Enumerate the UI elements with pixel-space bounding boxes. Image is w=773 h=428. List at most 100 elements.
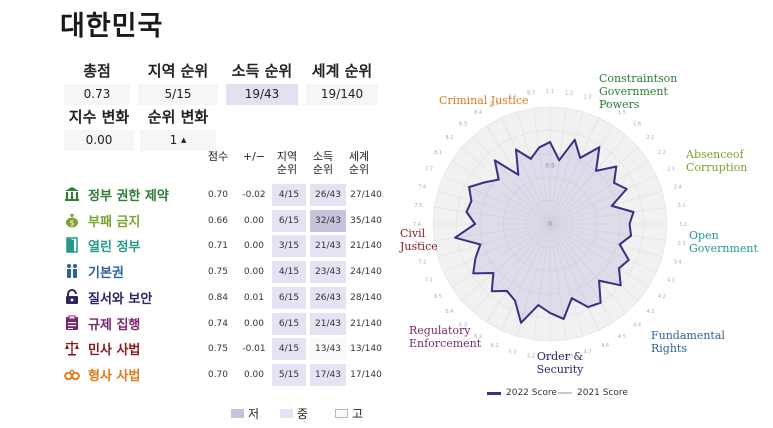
radar-spoke bbox=[451, 160, 551, 225]
radar-legend-2022: 2022 Score bbox=[487, 388, 557, 398]
factor-score: 0.74 bbox=[207, 318, 229, 329]
radar-spoke-label: 7.7 bbox=[425, 167, 433, 173]
factor-change: 0.01 bbox=[243, 292, 265, 303]
factor-score: 0.75 bbox=[207, 344, 229, 355]
factor-income-rank: 23/43 bbox=[310, 261, 346, 284]
factor-row: 민사 사법 0.75 -0.01 4/15 13/43 13/140 bbox=[64, 336, 382, 362]
factor-global-rank: 28/140 bbox=[350, 292, 382, 303]
factor-score: 0.71 bbox=[207, 241, 229, 252]
factor-change: 0.00 bbox=[243, 369, 265, 380]
factor-global-rank: 35/140 bbox=[350, 215, 382, 226]
radar-spoke-label: 1.6 bbox=[633, 121, 641, 127]
factor-change: -0.01 bbox=[242, 344, 266, 355]
factor-regional-rank: 6/15 bbox=[272, 286, 306, 309]
radar-spoke bbox=[473, 135, 551, 225]
level-legend-low: 저 bbox=[231, 405, 259, 422]
radar-spoke-label: 1.1 bbox=[546, 89, 554, 95]
factor-global-rank: 21/140 bbox=[350, 318, 382, 329]
factor-name: 형사 사법 bbox=[88, 368, 141, 384]
legend-label-high: 고 bbox=[352, 407, 364, 421]
radar-spoke bbox=[549, 125, 614, 225]
radar-spoke bbox=[549, 160, 649, 225]
factor-score: 0.70 bbox=[207, 369, 229, 380]
factor-regional-rank: 6/15 bbox=[272, 312, 306, 335]
header-income: 소득 순위 bbox=[312, 150, 334, 176]
factor-global-rank: 24/140 bbox=[350, 267, 382, 278]
level-legend-high: 고 bbox=[335, 405, 363, 422]
header-score: 점수 bbox=[207, 150, 229, 163]
factor-change: 0.00 bbox=[243, 215, 265, 226]
global-rank-label: 세계 순위 bbox=[311, 62, 373, 80]
radar-spoke-label: 2.4 bbox=[674, 185, 682, 191]
radar-spoke-label: 4.5 bbox=[618, 334, 626, 340]
radar-spoke bbox=[437, 190, 551, 225]
factor-row: 규제 집행 0.74 0.00 6/15 21/43 21/140 bbox=[64, 311, 382, 337]
overall-score-value: 0.73 bbox=[64, 84, 130, 105]
radar-spoke-label: 8.5 bbox=[491, 101, 499, 107]
radar-spoke bbox=[549, 223, 649, 288]
radar-spoke bbox=[549, 223, 627, 313]
radar-spoke-label: 4.8 bbox=[565, 354, 573, 360]
radar-spoke-label: 7.4 bbox=[413, 222, 421, 228]
factor-change: 0.00 bbox=[243, 241, 265, 252]
factor-global-rank: 13/140 bbox=[350, 344, 382, 355]
factor-global-rank: 21/140 bbox=[350, 241, 382, 252]
factor-name: 부패 금지 bbox=[88, 214, 141, 230]
factor-income-rank: 26/43 bbox=[310, 286, 346, 309]
regional-rank-label: 지역 순위 bbox=[147, 62, 209, 80]
factor-row: 열린 정부 0.71 0.00 3/15 21/43 21/140 bbox=[64, 233, 382, 259]
radar-spoke-label: 3.2 bbox=[679, 222, 687, 228]
rank-change-number: 1 bbox=[169, 133, 178, 147]
padlock-icon bbox=[66, 288, 78, 304]
radar-spoke bbox=[443, 223, 551, 273]
radar-spoke-label: 1.4 bbox=[601, 101, 609, 107]
radar-spoke-label: 3.3 bbox=[678, 241, 686, 247]
factor-score: 0.75 bbox=[207, 267, 229, 278]
legend-line-icon bbox=[558, 392, 572, 394]
series-2022-line bbox=[454, 138, 635, 324]
radar-spoke-label: 3.4 bbox=[674, 259, 682, 265]
rank-change-label: 순위 변화 bbox=[147, 108, 209, 126]
factor-income-rank: 13/43 bbox=[310, 338, 346, 361]
factor-income-rank: 32/43 bbox=[310, 209, 346, 232]
radar-spoke bbox=[473, 223, 551, 313]
radar-legend-2021: 2021 Score bbox=[558, 388, 628, 398]
radar-spoke-label: 4.4 bbox=[633, 323, 641, 329]
radar-spoke bbox=[434, 223, 551, 241]
global-rank-value: 19/140 bbox=[306, 84, 378, 105]
factor-row: 기본권 0.75 0.00 4/15 23/43 24/140 bbox=[64, 259, 382, 285]
radar-spoke bbox=[549, 223, 663, 258]
radar-spoke-label: 6.1 bbox=[491, 343, 499, 349]
radar-spoke-label: 1.3 bbox=[583, 94, 591, 100]
radar-spoke-label: 4.7 bbox=[583, 350, 591, 356]
legend-label-mid: 중 bbox=[297, 407, 309, 421]
radar-spoke-label: 7.3 bbox=[414, 241, 422, 247]
factor-change: -0.02 bbox=[242, 190, 266, 200]
factor-regional-rank: 5/15 bbox=[272, 363, 306, 386]
rank-change: 순위 변화 1 ▲ bbox=[140, 106, 216, 151]
radar-spoke bbox=[549, 117, 599, 225]
factor-regional-rank: 6/15 bbox=[272, 209, 306, 232]
factor-score: 0.66 bbox=[207, 215, 229, 226]
factor-row: $ 부패 금지 0.66 0.00 6/15 32/43 35/140 bbox=[64, 208, 382, 234]
radar-spoke-label: 4.6 bbox=[601, 343, 609, 349]
radar-spoke bbox=[443, 175, 551, 225]
radar-label-constraints: Constraintson Government Powers bbox=[599, 72, 678, 111]
radar-spoke-label: 7.1 bbox=[425, 277, 433, 283]
radar-spoke bbox=[486, 223, 551, 323]
income-rank-value: 19/43 bbox=[226, 84, 298, 105]
people-icon bbox=[67, 264, 77, 279]
clipboard-icon bbox=[66, 315, 78, 330]
factor-row: 질서와 보안 0.84 0.01 6/15 26/43 28/140 bbox=[64, 285, 382, 311]
radar-label-fundamental-rights: Fundamental Rights bbox=[651, 329, 725, 355]
handcuffs-icon bbox=[64, 369, 80, 381]
factor-regional-rank: 4/15 bbox=[272, 261, 306, 284]
radar-spoke bbox=[533, 223, 551, 340]
factor-row: 형사 사법 0.70 0.00 5/15 17/43 17/140 bbox=[64, 362, 382, 388]
legend-2022-label: 2022 Score bbox=[506, 388, 557, 398]
global-rank: 세계 순위 19/140 bbox=[306, 60, 378, 105]
open-door-icon bbox=[66, 237, 78, 254]
radar-mid-label: 0.5 bbox=[545, 163, 555, 170]
radar-spoke bbox=[549, 135, 627, 225]
score-change-value: 0.00 bbox=[64, 130, 134, 151]
